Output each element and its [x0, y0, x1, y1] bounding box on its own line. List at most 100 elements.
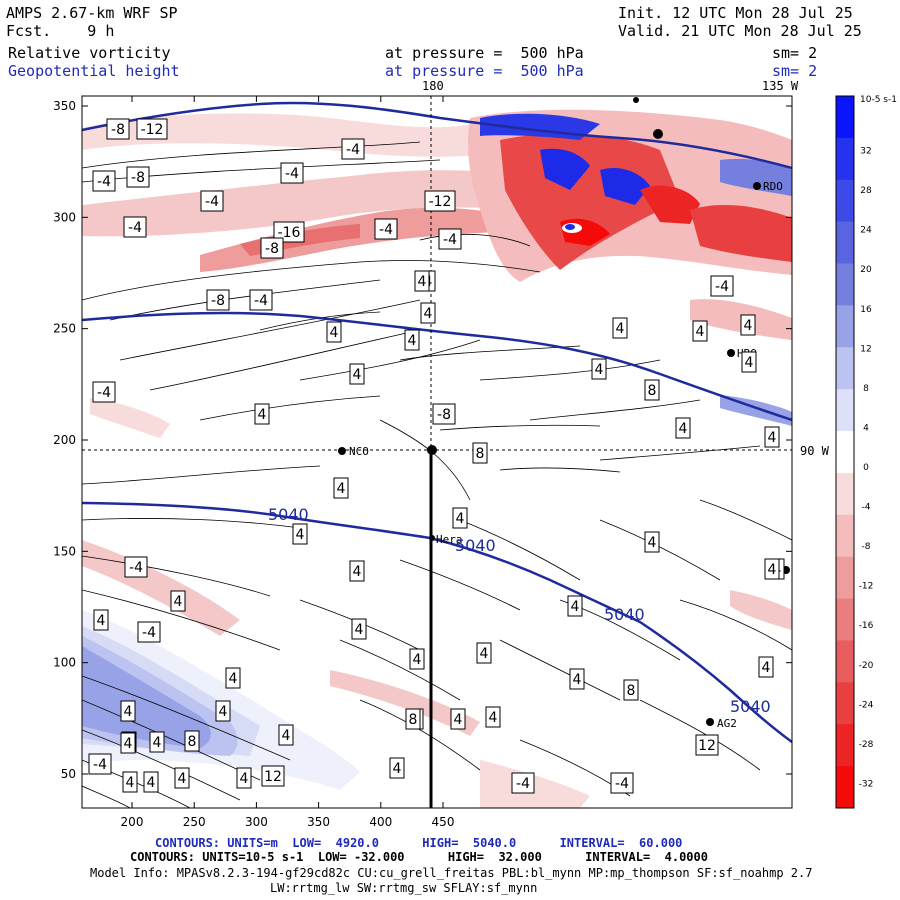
- vorticity-label: 4: [147, 775, 156, 791]
- colorbar-label: 12: [860, 344, 871, 354]
- model-title: AMPS 2.67-km WRF SP: [6, 4, 178, 22]
- vorticity-label: 4: [424, 306, 433, 322]
- station-dot: [706, 718, 714, 726]
- vorticity-label: -4: [285, 166, 299, 182]
- plot-frame: [81, 95, 793, 809]
- vorticity-label: 4: [337, 481, 346, 497]
- colorbar-swatch: [836, 221, 854, 265]
- vorticity-label-box: [409, 648, 425, 670]
- vorticity-label-box: [143, 771, 159, 793]
- station-dot: [427, 445, 437, 455]
- station-dot: [653, 129, 663, 139]
- vorticity-label-box: [404, 329, 420, 351]
- colorbar-swatch: [836, 724, 854, 767]
- vorticity-label: -12: [429, 194, 452, 210]
- vorticity-label: 4: [456, 511, 465, 527]
- vorticity-label-box: [591, 358, 607, 380]
- vorticity-label: 4: [745, 355, 754, 371]
- vorticity-label: 8: [648, 383, 657, 399]
- colorbar-label: -12: [859, 582, 874, 592]
- vorticity-label: 4: [97, 613, 106, 629]
- vorticity-label-box: [88, 753, 112, 775]
- vorticity-label-box: [280, 162, 304, 184]
- smoothing-1: sm= 2: [772, 44, 818, 62]
- colorbar-label: 16: [860, 305, 872, 315]
- vorticity-label: -4: [128, 220, 142, 236]
- pressure-level-2: at pressure = 500 hPa: [385, 62, 584, 80]
- vorticity-label-box: [420, 302, 436, 324]
- y-tick-label: 300: [53, 210, 76, 224]
- footer-physics-info: LW:rrtmg_lw SW:rrtmg_sw SFLAY:sf_mynn: [270, 881, 538, 895]
- vorticity-label-box: [260, 237, 284, 259]
- lon-90w-label: 90 W: [800, 444, 830, 458]
- vorticity-label: -4: [379, 222, 393, 238]
- vorticity-label: -4: [254, 293, 268, 309]
- vorticity-label: -4: [615, 776, 629, 792]
- vorticity-label-box: [174, 767, 190, 789]
- x-tick-label: 450: [432, 815, 455, 829]
- colorbar-swatch: [836, 556, 854, 600]
- colorbar-swatch: [836, 682, 854, 725]
- vorticity-label-box: [273, 221, 305, 243]
- smoothing-2: sm= 2: [772, 62, 818, 80]
- height-label: 5040: [604, 605, 645, 624]
- vorticity-label-box: [374, 218, 398, 240]
- colorbar-label: 24: [860, 226, 872, 236]
- colorbar-label: 32: [860, 147, 871, 157]
- colorbar-units: 10-5 s-1: [860, 95, 897, 105]
- vorticity-label: -4: [205, 194, 219, 210]
- vorticity-label-box: [675, 417, 691, 439]
- colorbar-swatch: [836, 179, 854, 223]
- vorticity-label-box: [405, 708, 421, 730]
- vorticity-label: 4: [282, 728, 291, 744]
- x-tick-label: 400: [369, 815, 392, 829]
- valid-time: Valid. 21 UTC Mon 28 Jul 25: [618, 22, 862, 40]
- vorticity-label-box: [389, 757, 405, 779]
- init-time: Init. 12 UTC Mon 28 Jul 25: [618, 4, 853, 22]
- station-ag2: AG2: [717, 717, 737, 730]
- vorticity-label-box: [92, 170, 116, 192]
- vorticity-label-box: [206, 289, 230, 311]
- station-dot: [338, 447, 346, 455]
- vorticity-label-box: [149, 731, 165, 753]
- colorbar-label: -16: [859, 621, 874, 631]
- vorticity-label-box: [106, 118, 130, 140]
- vorticity-label-box: [424, 190, 456, 212]
- vorticity-label: 4: [126, 775, 135, 791]
- vorticity-shading: [82, 96, 792, 808]
- vorticity-label-box: [567, 595, 583, 617]
- vorticity-label-box: [740, 314, 756, 336]
- y-tick-label: 100: [53, 656, 76, 670]
- colorbar-swatch: [836, 263, 854, 306]
- colorbar-swatch: [836, 305, 854, 348]
- colorbar-label: 20: [860, 265, 872, 275]
- station-dot: [727, 349, 735, 357]
- vorticity-label: 8: [476, 446, 485, 462]
- vorticity-label-box: [450, 708, 466, 730]
- vorticity-label: 4: [616, 321, 625, 337]
- colorbar-label: 4: [863, 423, 869, 433]
- colorbar-swatch: [836, 389, 854, 432]
- vorticity-label: 4: [489, 710, 498, 726]
- vorticity-label-box: [741, 351, 757, 373]
- colorbar-swatch: [836, 766, 854, 809]
- vorticity-label: -4: [715, 279, 729, 295]
- height-label: 5040: [730, 697, 771, 716]
- y-tick-label: 250: [53, 322, 76, 336]
- vorticity-label-box: [476, 642, 492, 664]
- colorbar-label: 28: [860, 186, 872, 196]
- vorticity-label-box: [120, 732, 136, 754]
- forecast-hour: Fcst. 9 h: [6, 22, 115, 40]
- vorticity-label-box: [438, 228, 462, 250]
- height-label: 5040: [268, 505, 309, 524]
- vorticity-label-box: [341, 138, 365, 160]
- vorticity-label: 4: [353, 367, 362, 383]
- footer-model-info: Model Info: MPASv8.2.3-194-gf29cd82c CU:…: [90, 866, 813, 880]
- vorticity-label-box: [612, 317, 628, 339]
- vorticity-label: -8: [131, 170, 145, 186]
- vorticity-label-box: [120, 700, 136, 722]
- vorticity-label-box: [126, 166, 150, 188]
- vorticity-label-box: [326, 321, 342, 343]
- station-dot: [753, 182, 761, 190]
